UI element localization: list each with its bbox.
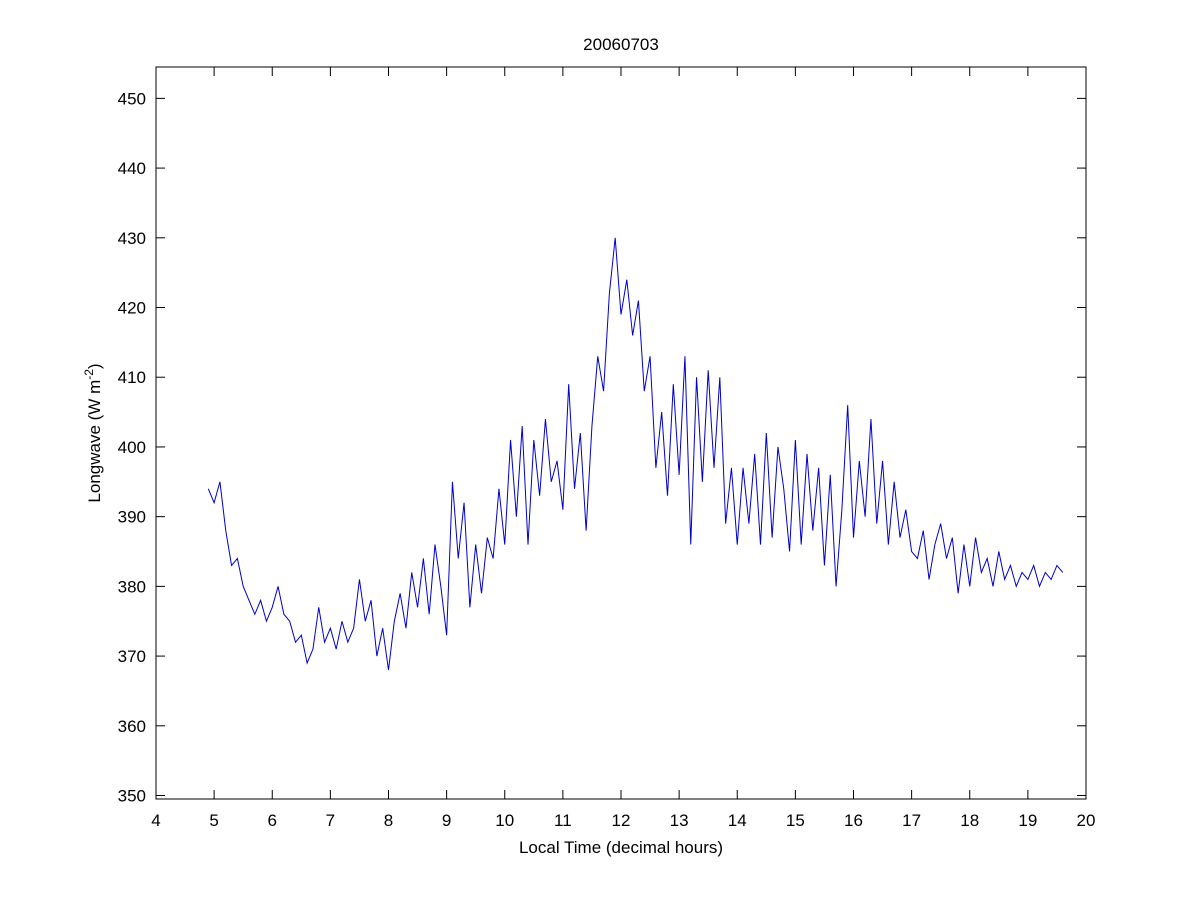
y-tick-label: 380 — [118, 577, 146, 596]
y-tick-label: 390 — [118, 508, 146, 527]
x-tick-label: 16 — [844, 811, 863, 830]
x-tick-label: 19 — [1018, 811, 1037, 830]
x-tick-label: 6 — [268, 811, 277, 830]
x-tick-label: 5 — [209, 811, 218, 830]
y-tick-label: 400 — [118, 438, 146, 457]
x-tick-label: 15 — [786, 811, 805, 830]
y-axis-label: Longwave (W m-2) — [82, 363, 104, 502]
y-tick-label: 420 — [118, 299, 146, 318]
y-tick-label: 350 — [118, 787, 146, 806]
x-tick-label: 8 — [384, 811, 393, 830]
x-tick-label: 17 — [902, 811, 921, 830]
x-tick-label: 11 — [554, 811, 572, 830]
y-tick-label: 410 — [118, 368, 146, 387]
data-line — [207, 237, 1064, 671]
x-axis-label: Local Time (decimal hours) — [519, 838, 723, 857]
chart-title: 20060703 — [583, 35, 659, 54]
y-axis-label-end: ) — [85, 363, 104, 369]
x-tick-label: 4 — [151, 811, 160, 830]
y-tick-label: 370 — [118, 647, 146, 666]
y-axis-label-main: Longwave (W m — [85, 380, 104, 503]
x-tick-label: 12 — [612, 811, 631, 830]
x-tick-label: 10 — [495, 811, 514, 830]
x-tick-label: 13 — [670, 811, 689, 830]
x-tick-label: 18 — [960, 811, 979, 830]
x-tick-label: 9 — [442, 811, 451, 830]
y-tick-label: 440 — [118, 159, 146, 178]
x-tick-label: 7 — [326, 811, 335, 830]
y-tick-label: 430 — [118, 229, 146, 248]
y-tick-label: 360 — [118, 717, 146, 736]
y-tick-label: 450 — [118, 89, 146, 108]
x-tick-label: 20 — [1077, 811, 1096, 830]
x-tick-label: 14 — [728, 811, 747, 830]
y-axis-label-sup: -2 — [82, 369, 96, 380]
